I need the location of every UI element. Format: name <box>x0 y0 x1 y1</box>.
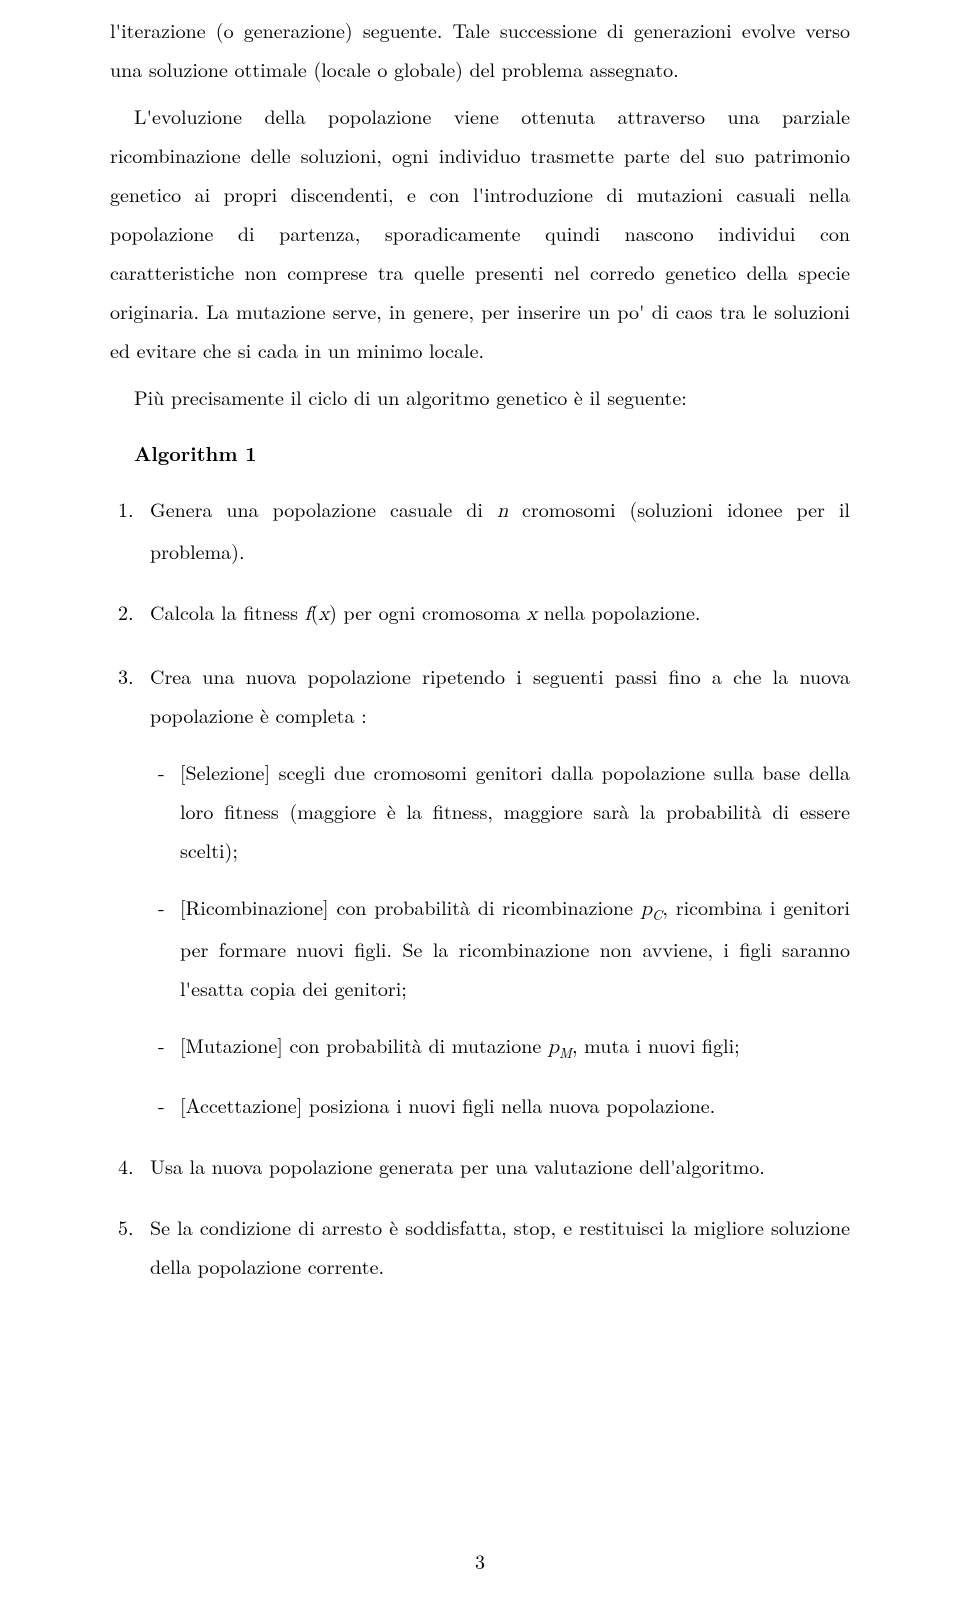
algorithm-list: Genera una popolazione casuale di n crom… <box>110 489 850 1285</box>
step-1-pre: Genera una popolazione casuale di <box>150 494 497 523</box>
math-x2: x <box>527 604 538 624</box>
page-number: 3 <box>0 1546 960 1575</box>
step-3-text: Crea una nuova popolazione ripetendo i s… <box>150 661 850 729</box>
step-3: Crea una nuova popolazione ripetendo i s… <box>110 656 850 1124</box>
step-4: Usa la nuova popolazione generata per un… <box>110 1146 850 1185</box>
ricomb-pre: [Ricombinazione] con probabilità di rico… <box>180 892 641 921</box>
math-p-m: p <box>548 1037 559 1057</box>
paragraph-1: l'iterazione (o generazione) seguente. T… <box>110 10 850 88</box>
math-p-c: p <box>641 899 652 919</box>
math-x1: x <box>319 604 330 624</box>
paragraph-3: Più precisamente il ciclo di un algoritm… <box>110 377 850 416</box>
paren-close: ) <box>329 597 337 626</box>
step-5: Se la condizione di arresto è soddisfatt… <box>110 1207 850 1285</box>
step-2: Calcola la fitness f(x) per ogni cromoso… <box>110 592 850 634</box>
math-sub-c: C <box>652 905 662 925</box>
sub-ricombinazione: [Ricombinazione] con probabilità di rico… <box>150 887 850 1007</box>
mut-post: , muta i nuovi figli; <box>572 1030 740 1059</box>
mut-pre: [Mutazione] con probabilità di mutazione <box>180 1030 548 1059</box>
step-3-sublist: [Selezione] scegli due cromosomi genitor… <box>150 752 850 1124</box>
paragraph-2: L'evoluzione della popolazione viene ott… <box>110 96 850 369</box>
algorithm-title: Algorithm 1 <box>134 438 850 467</box>
step-2-pre: Calcola la fitness <box>150 597 305 626</box>
step-2-mid: per ogni cromosoma <box>337 597 527 626</box>
sub-mutazione: [Mutazione] con probabilità di mutazione… <box>150 1025 850 1067</box>
step-2-post: nella popolazione. <box>537 597 700 626</box>
step-1: Genera una popolazione casuale di n crom… <box>110 489 850 570</box>
sub-accettazione: [Accettazione] posiziona i nuovi figli n… <box>150 1085 850 1124</box>
math-sub-m: M <box>559 1043 572 1063</box>
math-n: n <box>497 501 508 521</box>
sub-selezione: [Selezione] scegli due cromosomi genitor… <box>150 752 850 869</box>
page: l'iterazione (o generazione) seguente. T… <box>0 0 960 1605</box>
paren-open: ( <box>311 597 319 626</box>
